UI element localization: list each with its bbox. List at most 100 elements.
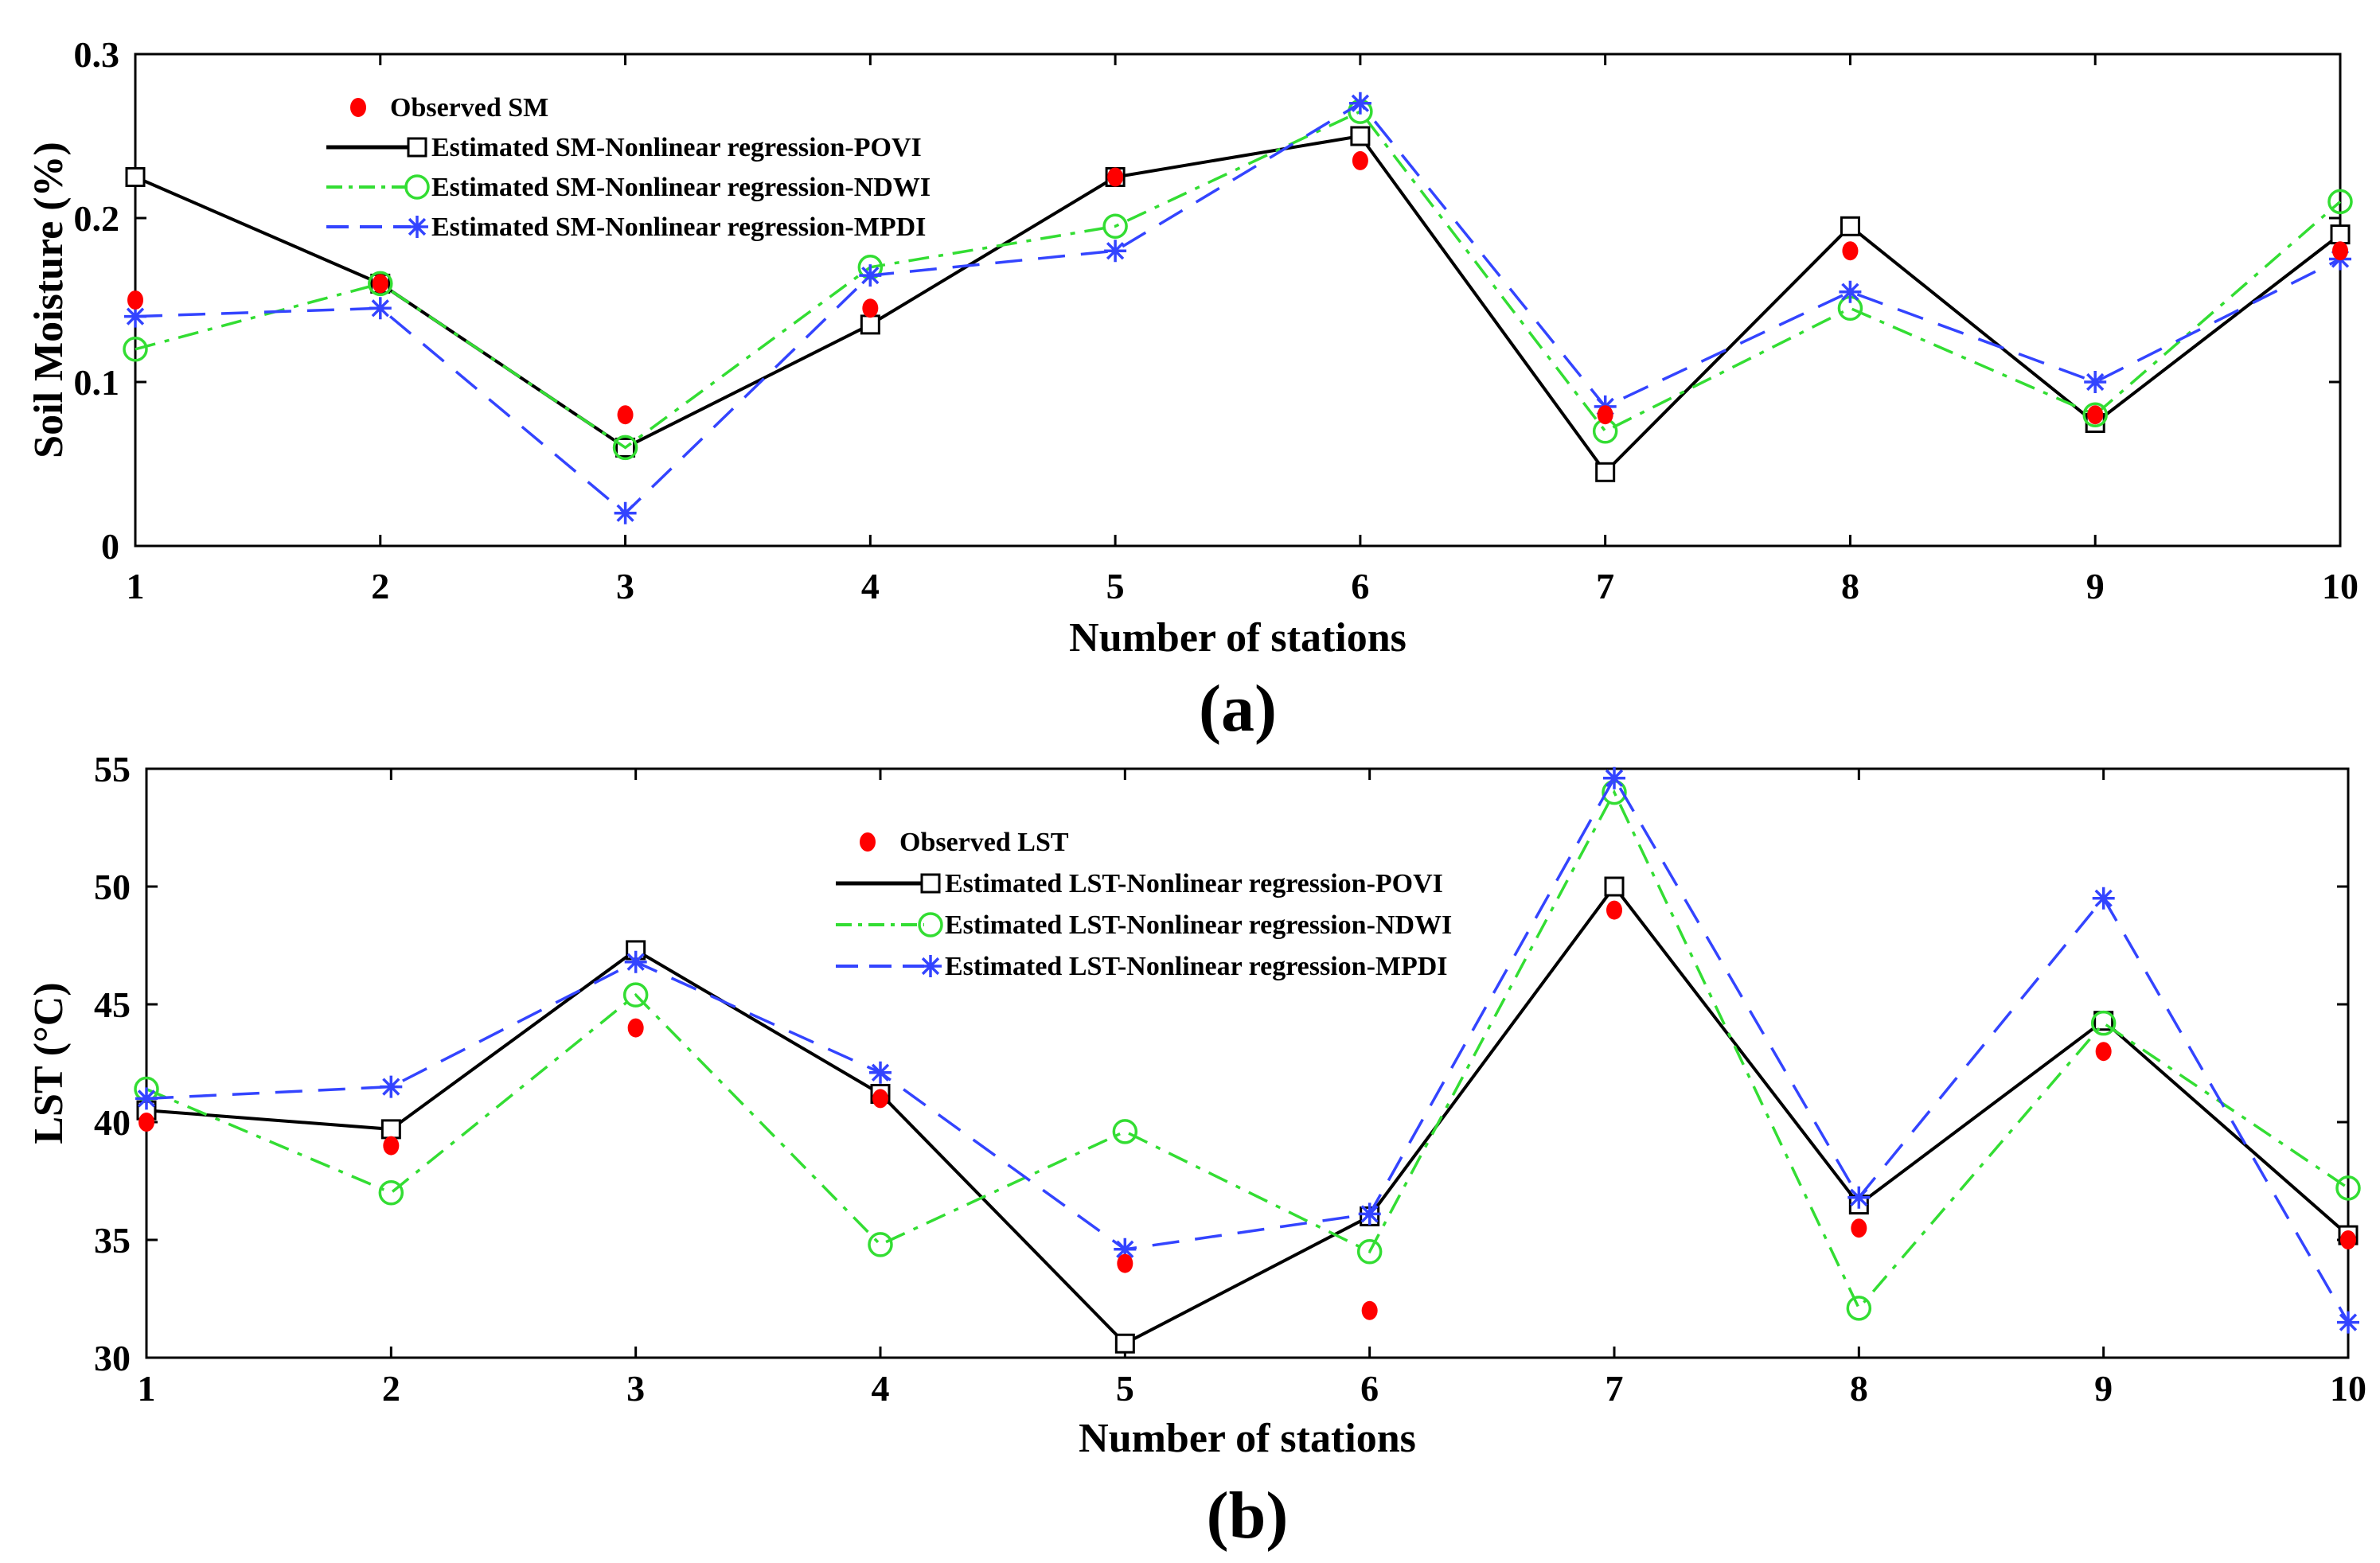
- legend-label: Estimated SM-Nonlinear regression-POVI: [431, 133, 922, 162]
- data-point: [125, 167, 146, 187]
- data-point: [1117, 1253, 1133, 1273]
- x-tick-label: 5: [1116, 1368, 1134, 1409]
- panel-label: (b): [1207, 1479, 1289, 1553]
- legend-entry: Estimated LST-Nonlinear regression-NDWI: [836, 910, 1452, 940]
- legend-marker: [860, 832, 876, 852]
- x-axis-label: Number of stations: [1069, 615, 1407, 661]
- data-point: [1356, 1239, 1383, 1265]
- data-point: [1114, 1238, 1137, 1261]
- y-axis-label: LST (°C): [26, 982, 72, 1144]
- legend-marker: [919, 955, 942, 977]
- data-point: [2082, 402, 2108, 427]
- series-line: [146, 883, 2350, 1346]
- legend-marker: [406, 216, 428, 238]
- data-point: [1348, 92, 1371, 115]
- legend-entry: Estimated SM-Nonlinear regression-MPDI: [326, 212, 926, 242]
- legend: Observed SM Estimated SM-Nonlinear regres…: [326, 93, 931, 242]
- series-line: [135, 134, 2342, 475]
- data-point: [617, 405, 634, 425]
- y-axis-label: Soil Moisture (%): [26, 142, 72, 458]
- data-point: [2335, 1175, 2361, 1201]
- x-tick-label: 9: [2086, 566, 2105, 606]
- y-tick-label: 0.1: [74, 362, 120, 403]
- data-point: [372, 274, 388, 294]
- data-point: [378, 1180, 404, 1206]
- y-tick-label: 35: [94, 1220, 131, 1261]
- panel-label: (a): [1199, 672, 1277, 746]
- data-point: [2337, 1311, 2359, 1334]
- x-tick-label: 8: [1850, 1368, 1868, 1409]
- legend-entry: Observed SM: [350, 93, 548, 123]
- legend-entry: Estimated LST-Nonlinear regression-MPDI: [836, 952, 1448, 981]
- series-line: [146, 789, 2349, 1311]
- x-tick-label: 6: [1351, 566, 1369, 606]
- data-point: [1114, 1333, 1135, 1354]
- series-estimated-lst-nonlinear-regression-ndwi: [134, 779, 2361, 1321]
- legend-label: Estimated LST-Nonlinear regression-NDWI: [945, 910, 1452, 940]
- data-point: [380, 1119, 401, 1140]
- data-point: [862, 298, 879, 318]
- legend-marker: [407, 137, 427, 158]
- data-point: [860, 314, 880, 335]
- legend-label: Estimated LST-Nonlinear regression-POVI: [945, 869, 1443, 898]
- data-point: [624, 950, 647, 973]
- data-point: [383, 1136, 400, 1156]
- data-point: [622, 982, 649, 1008]
- x-tick-label: 10: [2330, 1368, 2366, 1409]
- x-axis-label: Number of stations: [1079, 1416, 1416, 1461]
- y-tick-label: 0.3: [74, 34, 120, 75]
- data-point: [1839, 280, 1862, 303]
- data-point: [1361, 1300, 1378, 1320]
- data-point: [612, 435, 638, 461]
- data-point: [369, 297, 392, 320]
- x-tick-label: 7: [1596, 566, 1614, 606]
- legend-marker: [350, 98, 366, 117]
- legend: Observed LST Estimated LST-Nonlinear regr…: [836, 828, 1452, 981]
- legend-label: Observed SM: [390, 93, 548, 123]
- data-point: [2087, 405, 2104, 425]
- data-point: [1358, 1202, 1381, 1226]
- x-tick-label: 6: [1360, 1368, 1379, 1409]
- legend-marker: [918, 912, 943, 937]
- data-point: [859, 264, 882, 287]
- data-point: [1112, 1119, 1138, 1144]
- x-tick-label: 7: [1606, 1368, 1624, 1409]
- series-observed-sm: [127, 150, 2348, 425]
- series-observed-lst: [139, 900, 2356, 1320]
- x-tick-label: 4: [861, 566, 880, 606]
- data-point: [868, 1232, 893, 1257]
- data-point: [2340, 1230, 2356, 1249]
- data-point: [1840, 216, 1860, 236]
- y-tick-label: 45: [94, 984, 131, 1025]
- data-point: [368, 271, 393, 297]
- data-point: [1603, 766, 1625, 789]
- x-tick-label: 4: [872, 1368, 890, 1409]
- x-tick-label: 1: [138, 1368, 156, 1409]
- data-point: [135, 1087, 158, 1110]
- x-tick-label: 1: [127, 566, 145, 606]
- data-point: [1350, 126, 1371, 146]
- data-point: [1851, 1218, 1867, 1238]
- data-point: [2092, 887, 2115, 910]
- data-point: [2330, 224, 2351, 245]
- data-point: [2090, 1010, 2117, 1036]
- series-estimated-lst-nonlinear-regression-mpdi: [135, 766, 2359, 1334]
- data-point: [127, 290, 143, 310]
- y-tick-label: 40: [94, 1102, 131, 1143]
- data-point: [380, 1075, 403, 1098]
- legend-marker: [404, 174, 430, 200]
- data-point: [123, 337, 148, 362]
- series-line: [146, 775, 2350, 1323]
- data-point: [2084, 371, 2107, 393]
- legend-entry: Estimated LST-Nonlinear regression-POVI: [836, 869, 1443, 898]
- x-tick-label: 10: [2322, 566, 2359, 606]
- data-point: [1597, 405, 1613, 425]
- series-estimated-sm-nonlinear-regression-povi: [125, 126, 2351, 482]
- x-tick-label: 2: [371, 566, 389, 606]
- y-tick-label: 55: [94, 749, 131, 789]
- data-point: [2095, 1042, 2112, 1062]
- data-point: [869, 1061, 892, 1084]
- legend-entry: Observed LST: [860, 828, 1069, 857]
